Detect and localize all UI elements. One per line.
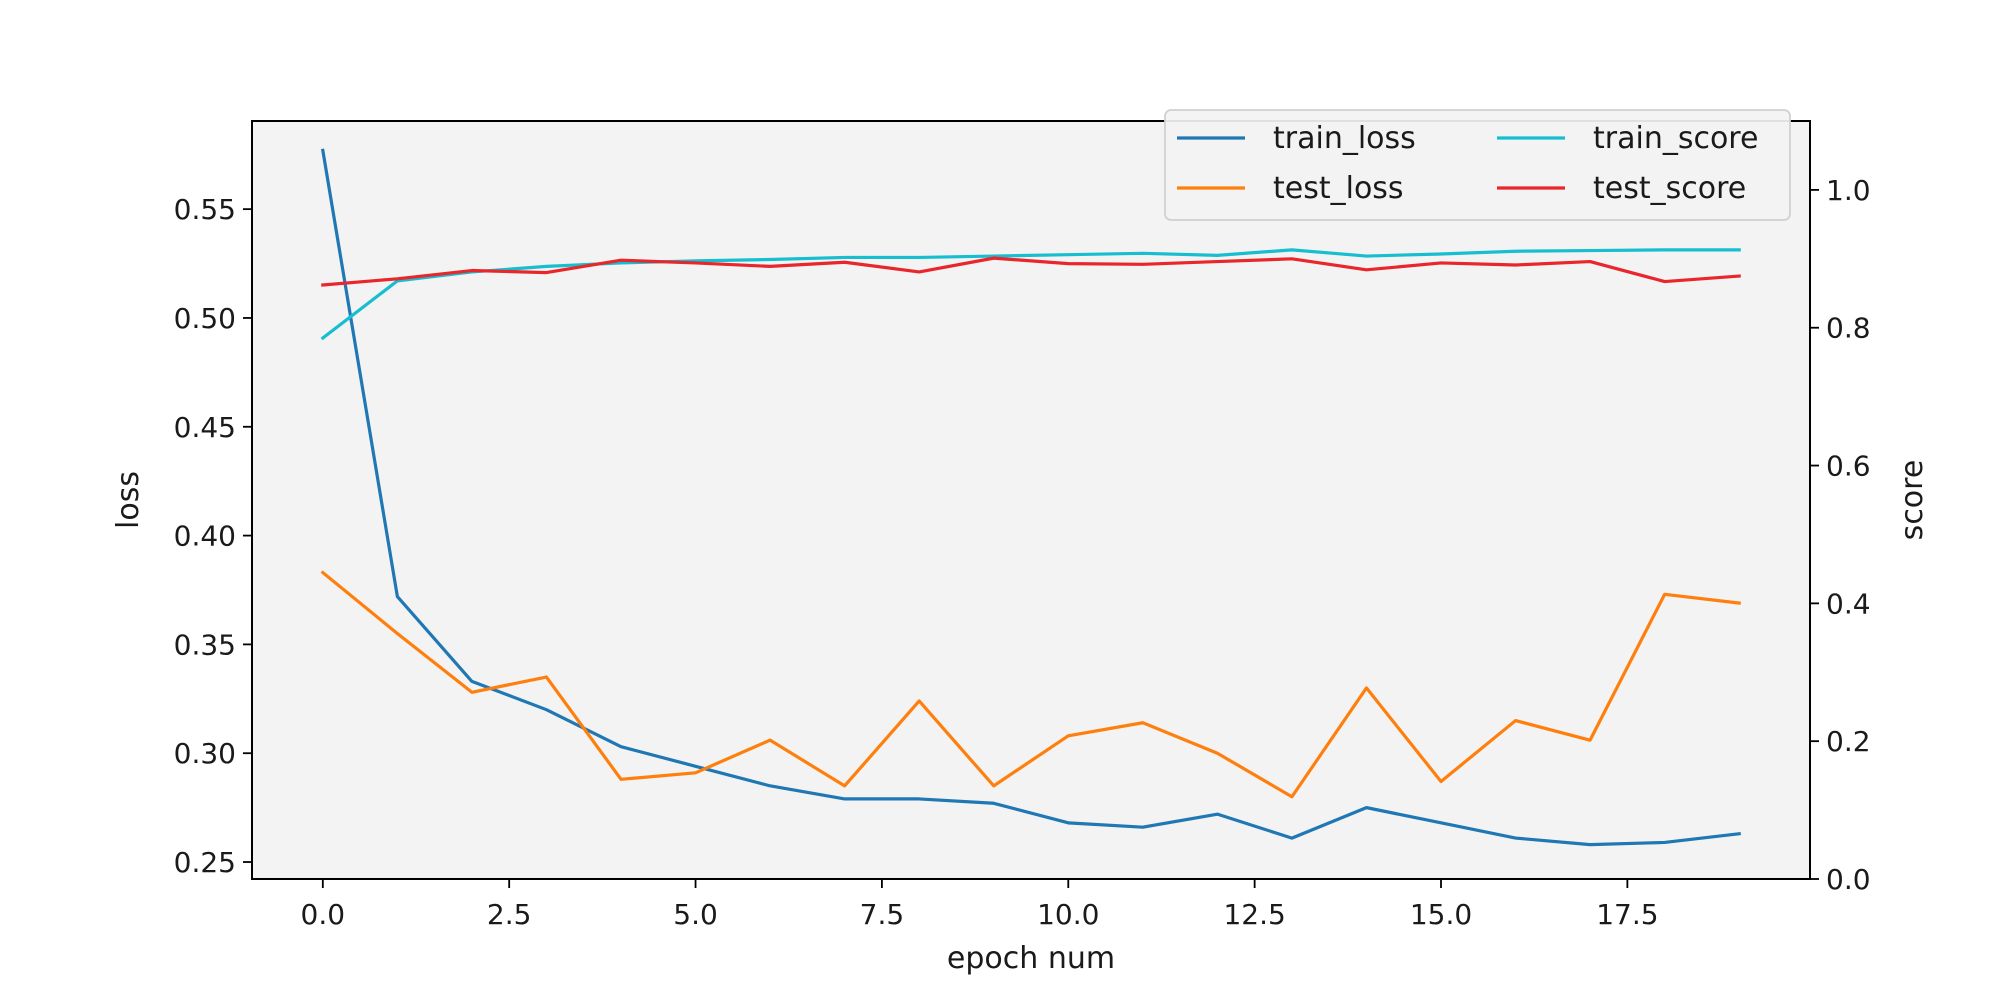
- y-left-tick-label: 0.45: [174, 411, 236, 444]
- x-tick-label: 17.5: [1596, 898, 1658, 931]
- legend-label-test-loss: test_loss: [1273, 171, 1404, 206]
- y-right-tick-label: 1.0: [1826, 174, 1871, 207]
- x-tick-label: 2.5: [487, 898, 532, 931]
- y-left-tick-label: 0.30: [174, 737, 236, 770]
- y-right-tick-label: 0.4: [1826, 587, 1871, 620]
- y-left-tick-label: 0.25: [174, 846, 236, 879]
- y-right-tick-label: 0.2: [1826, 725, 1871, 758]
- series-line-test-loss: [320, 570, 1741, 799]
- y-left-tick-label: 0.40: [174, 520, 236, 553]
- legend: train_loss test_loss train_score test_score: [1164, 109, 1791, 221]
- legend-box: [1164, 109, 1791, 221]
- y-right-tick-label: 0.6: [1826, 450, 1871, 483]
- y-left-tick-label: 0.50: [174, 302, 236, 335]
- x-tick-label: 0.0: [301, 898, 346, 931]
- x-tick-label: 7.5: [860, 898, 905, 931]
- series-line-train-score: [320, 248, 1741, 341]
- y-right-tick-label: 0.0: [1826, 863, 1871, 896]
- y-axis-right-label: score: [1895, 460, 1930, 541]
- y-left-tick-label: 0.55: [174, 193, 236, 226]
- x-axis: 0.0 2.5 5.0 7.5 10.0 12.5 15.0 17.5: [301, 879, 1659, 931]
- x-tick-label: 12.5: [1223, 898, 1285, 931]
- y-left-tick-label: 0.35: [174, 628, 236, 661]
- y-axis-left: 0.25 0.30 0.35 0.40 0.45 0.50 0.55: [174, 193, 252, 879]
- x-axis-label: epoch num: [947, 941, 1115, 976]
- plot-area: [252, 121, 1810, 879]
- y-axis-left-label: loss: [111, 471, 146, 529]
- y-axis-right: 0.0 0.2 0.4 0.6 0.8 1.0: [1810, 174, 1871, 896]
- legend-label-test-score: test_score: [1593, 171, 1746, 206]
- x-tick-label: 5.0: [673, 898, 718, 931]
- series-layer: [320, 148, 1741, 847]
- series-line-train-loss: [320, 148, 1741, 847]
- x-tick-label: 10.0: [1037, 898, 1099, 931]
- plot-frame: [251, 120, 1811, 880]
- x-tick-label: 15.0: [1410, 898, 1472, 931]
- y-right-tick-label: 0.8: [1826, 312, 1871, 345]
- legend-label-train-score: train_score: [1593, 121, 1758, 156]
- series-line-test-score: [321, 256, 1741, 287]
- legend-label-train-loss: train_loss: [1273, 121, 1416, 156]
